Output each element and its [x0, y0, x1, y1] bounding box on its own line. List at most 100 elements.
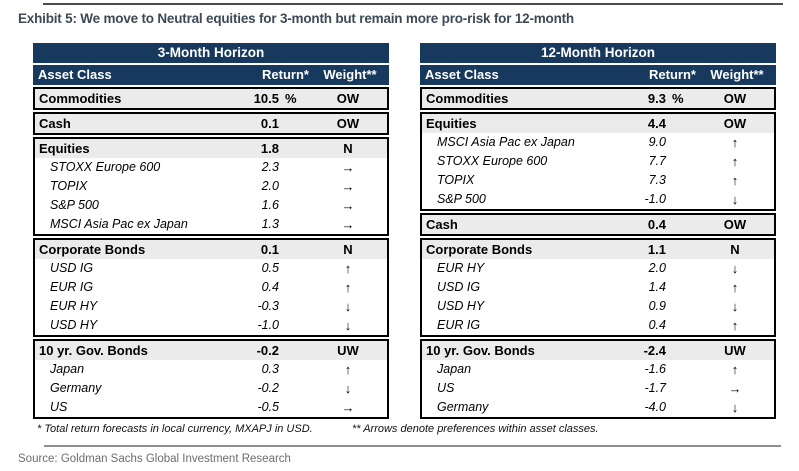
asset-label: TOPIX	[437, 173, 475, 187]
arrow-right-icon: →	[341, 179, 355, 194]
category-row: Commodities 9.3 % OW	[422, 89, 774, 108]
asset-class-group: Cash 0.4 OW	[420, 213, 776, 236]
sub-asset-row: MSCI Asia Pac ex Japan 9.0 ↑	[422, 133, 774, 152]
arrow-down-icon: ↓	[344, 318, 352, 333]
sub-asset-row: USD HY -1.0 ↓	[35, 316, 387, 335]
asset-label: EUR IG	[437, 318, 481, 332]
asset-label: S&P 500	[437, 192, 486, 206]
weight-value: OW	[336, 91, 360, 106]
category-row: Equities 4.4 OW	[422, 114, 774, 133]
return-value: -0.2	[256, 343, 279, 358]
return-value: -2.4	[643, 343, 666, 358]
sub-asset-row: S&P 500 -1.0 ↓	[422, 190, 774, 209]
bottom-divider	[44, 445, 781, 447]
asset-label: Equities	[426, 116, 477, 131]
return-value: 9.0	[648, 135, 666, 149]
percent-sign: %	[285, 91, 297, 106]
return-value: -1.6	[644, 362, 666, 376]
asset-label: US	[50, 400, 68, 414]
return-value: 0.1	[260, 116, 279, 131]
return-value: -1.7	[644, 381, 666, 395]
asset-label: Germany	[50, 381, 102, 395]
asset-label: Commodities	[426, 91, 509, 106]
asset-label: Cash	[426, 217, 458, 232]
arrow-right-icon: →	[341, 400, 355, 415]
weight-value: N	[343, 242, 353, 257]
tables-row: 3-Month Horizon Asset Class Return* Weig…	[33, 43, 776, 421]
col-header-asset-class: Asset Class	[425, 67, 499, 82]
return-value: 1.1	[647, 242, 666, 257]
return-value: 0.1	[260, 242, 279, 257]
weight-value: N	[343, 141, 353, 156]
weight-value: OW	[336, 116, 360, 131]
column-header-row: Asset Class Return* Weight**	[420, 65, 776, 85]
asset-class-group: Commodities 10.5 % OW	[33, 87, 389, 110]
return-value: 0.5	[261, 261, 279, 275]
return-value: 2.0	[648, 261, 666, 275]
column-header-row: Asset Class Return* Weight**	[33, 65, 389, 85]
return-value: 10.5	[253, 91, 279, 106]
arrow-up-icon: ↑	[731, 173, 739, 188]
asset-label: MSCI Asia Pac ex Japan	[437, 135, 575, 149]
arrow-right-icon: →	[341, 198, 355, 213]
arrow-up-icon: ↑	[344, 280, 352, 295]
category-row: Cash 0.4 OW	[422, 215, 774, 234]
col-header-return: Return*	[649, 67, 696, 82]
weight-value: OW	[723, 116, 747, 131]
horizon-table: 12-Month Horizon Asset Class Return* Wei…	[420, 43, 776, 421]
asset-label: Commodities	[39, 91, 122, 106]
asset-label: STOXX Europe 600	[437, 154, 548, 168]
category-row: Corporate Bonds 0.1 N	[35, 240, 387, 259]
sub-asset-row: EUR IG 0.4 ↑	[35, 278, 387, 297]
arrow-up-icon: ↑	[731, 280, 739, 295]
arrow-up-icon: ↑	[344, 362, 352, 377]
return-value: 1.8	[260, 141, 279, 156]
asset-label: Japan	[437, 362, 472, 376]
asset-label: US	[437, 381, 455, 395]
asset-class-group: Equities 1.8 N STOXX Europe 600 2.3 → TO…	[33, 137, 389, 236]
arrow-up-icon: ↑	[344, 261, 352, 276]
asset-label: USD HY	[50, 318, 98, 332]
return-value: -1.0	[257, 318, 279, 332]
sub-asset-row: EUR HY -0.3 ↓	[35, 297, 387, 316]
asset-label: MSCI Asia Pac ex Japan	[50, 217, 188, 231]
weight-value: UW	[724, 343, 746, 358]
sub-asset-row: TOPIX 2.0 →	[35, 177, 387, 196]
table-title: 3-Month Horizon	[33, 43, 389, 63]
asset-label: 10 yr. Gov. Bonds	[426, 343, 535, 358]
return-value: 0.9	[648, 299, 666, 313]
asset-label: S&P 500	[50, 198, 99, 212]
arrow-right-icon: →	[341, 160, 355, 175]
asset-label: EUR HY	[50, 299, 98, 313]
arrow-down-icon: ↓	[344, 299, 352, 314]
return-value: 0.3	[261, 362, 279, 376]
sub-asset-row: Germany -4.0 ↓	[422, 398, 774, 417]
percent-sign: %	[672, 91, 684, 106]
return-value: 2.0	[261, 179, 279, 193]
return-value: 7.7	[648, 154, 666, 168]
return-value: -0.3	[257, 299, 279, 313]
asset-label: USD IG	[437, 280, 481, 294]
weight-value: UW	[337, 343, 359, 358]
category-row: Corporate Bonds 1.1 N	[422, 240, 774, 259]
sub-asset-row: STOXX Europe 600 7.7 ↑	[422, 152, 774, 171]
asset-label: USD IG	[50, 261, 94, 275]
category-row: Commodities 10.5 % OW	[35, 89, 387, 108]
sub-asset-row: US -0.5 →	[35, 398, 387, 417]
exhibit-title: Exhibit 5: We move to Neutral equities f…	[18, 11, 574, 26]
return-value: 2.3	[261, 160, 279, 174]
table-groups: Commodities 9.3 % OW Equities 4.4 OW MSC…	[420, 87, 776, 419]
sub-asset-row: S&P 500 1.6 →	[35, 196, 387, 215]
arrow-right-icon: →	[341, 217, 355, 232]
return-value: 0.4	[648, 318, 666, 332]
col-header-weight: Weight**	[710, 67, 764, 82]
table-groups: Commodities 10.5 % OW Cash 0.1 OW Equiti…	[33, 87, 389, 419]
sub-asset-row: USD IG 0.5 ↑	[35, 259, 387, 278]
return-value: 4.4	[647, 116, 666, 131]
asset-label: TOPIX	[50, 179, 88, 193]
asset-label: 10 yr. Gov. Bonds	[39, 343, 148, 358]
asset-label: Cash	[39, 116, 71, 131]
asset-label: STOXX Europe 600	[50, 160, 161, 174]
sub-asset-row: USD HY 0.9 ↓	[422, 297, 774, 316]
